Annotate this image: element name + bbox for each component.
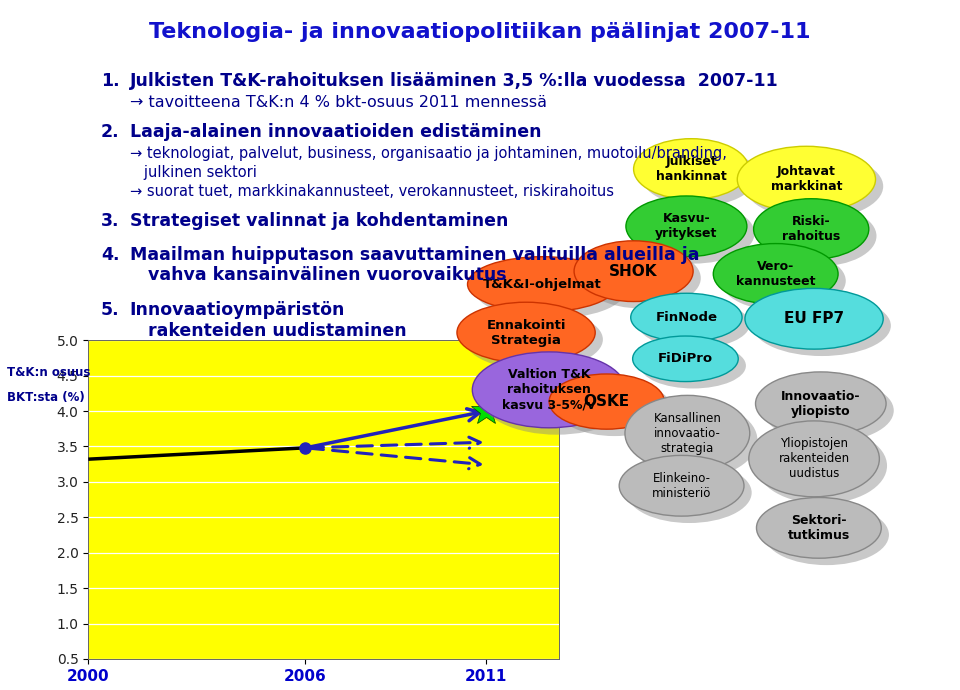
Ellipse shape <box>472 352 626 428</box>
Ellipse shape <box>737 146 876 213</box>
Text: julkinen sektori: julkinen sektori <box>130 165 256 180</box>
Ellipse shape <box>640 343 746 388</box>
Text: T&K&I-ohjelmat: T&K&I-ohjelmat <box>483 278 602 290</box>
Text: 5.: 5. <box>101 301 119 319</box>
Text: Kansallinen
innovaatio-
strategia: Kansallinen innovaatio- strategia <box>654 412 721 455</box>
Text: EU FP7: EU FP7 <box>784 311 844 326</box>
Text: Innovaatioympäristön: Innovaatioympäristön <box>130 301 345 319</box>
Text: 1.: 1. <box>101 72 119 90</box>
Ellipse shape <box>763 379 894 442</box>
Text: T&K:n osuus: T&K:n osuus <box>7 366 90 379</box>
Ellipse shape <box>756 497 881 558</box>
Text: SHOK: SHOK <box>610 264 658 279</box>
Ellipse shape <box>749 421 879 497</box>
Ellipse shape <box>627 462 752 523</box>
Ellipse shape <box>626 196 747 257</box>
Ellipse shape <box>756 428 887 504</box>
Text: Kasvu-
yritykset: Kasvu- yritykset <box>656 213 717 240</box>
Text: 4.: 4. <box>101 246 119 264</box>
Ellipse shape <box>633 336 738 382</box>
Ellipse shape <box>638 300 750 348</box>
Ellipse shape <box>574 241 693 302</box>
Ellipse shape <box>745 153 883 219</box>
Text: BKT:sta (%): BKT:sta (%) <box>7 391 84 404</box>
Text: → teknologiat, palvelut, business, organisaatio ja johtaminen, muotoilu/branding: → teknologiat, palvelut, business, organ… <box>130 146 727 161</box>
Text: 2.: 2. <box>101 123 119 141</box>
Text: Riski-
rahoitus: Riski- rahoitus <box>782 215 840 243</box>
Text: Laaja-alainen innovaatioiden edistäminen: Laaja-alainen innovaatioiden edistäminen <box>130 123 541 141</box>
Ellipse shape <box>633 402 757 478</box>
Text: FinNode: FinNode <box>656 311 717 324</box>
Ellipse shape <box>465 309 603 370</box>
Text: Sektori-
tutkimus: Sektori- tutkimus <box>788 514 850 542</box>
Text: Vero-
kannusteet: Vero- kannusteet <box>736 260 815 288</box>
Text: Yliopistojen
rakenteiden
uudistus: Yliopistojen rakenteiden uudistus <box>779 437 850 480</box>
Ellipse shape <box>754 199 869 259</box>
Ellipse shape <box>753 295 891 356</box>
Text: Julkisten T&K-rahoituksen lisääminen 3,5 %:lla vuodessa  2007-11: Julkisten T&K-rahoituksen lisääminen 3,5… <box>130 72 779 90</box>
Ellipse shape <box>457 302 595 363</box>
Text: → tavoitteena T&K:n 4 % bkt-osuus 2011 mennessä: → tavoitteena T&K:n 4 % bkt-osuus 2011 m… <box>130 95 546 110</box>
Text: Valtion T&K
rahoituksen
kasvu 3-5%/v: Valtion T&K rahoituksen kasvu 3-5%/v <box>502 368 596 411</box>
Text: Johtavat
markkinat: Johtavat markkinat <box>771 166 842 193</box>
Text: vahva kansainvälinen vuorovaikutus: vahva kansainvälinen vuorovaikutus <box>130 266 506 284</box>
Ellipse shape <box>634 203 755 264</box>
Text: → suorat tuet, markkinakannusteet, verokannusteet, riskirahoitus: → suorat tuet, markkinakannusteet, verok… <box>130 184 613 199</box>
Ellipse shape <box>745 288 883 349</box>
Text: 3.: 3. <box>101 212 119 230</box>
Ellipse shape <box>721 250 846 311</box>
Ellipse shape <box>619 455 744 516</box>
Text: Elinkeino-
ministeriö: Elinkeino- ministeriö <box>652 472 711 500</box>
Text: Strategiset valinnat ja kohdentaminen: Strategiset valinnat ja kohdentaminen <box>130 212 508 230</box>
Ellipse shape <box>625 395 750 471</box>
Text: Innovaatio-
yliopisto: Innovaatio- yliopisto <box>781 390 860 417</box>
Ellipse shape <box>475 264 625 319</box>
Ellipse shape <box>641 146 756 206</box>
Text: Julkiset
hankinnat: Julkiset hankinnat <box>656 155 727 183</box>
Ellipse shape <box>764 504 889 565</box>
Text: Maailman huipputason saavuttaminen valituilla alueilla ja: Maailman huipputason saavuttaminen valit… <box>130 246 699 264</box>
Ellipse shape <box>557 381 672 436</box>
Ellipse shape <box>713 244 838 304</box>
Ellipse shape <box>761 206 876 266</box>
Text: rakenteiden uudistaminen: rakenteiden uudistaminen <box>130 322 406 339</box>
Text: Teknologia- ja innovaatiopolitiikan päälinjat 2007-11: Teknologia- ja innovaatiopolitiikan pääl… <box>149 22 811 42</box>
Ellipse shape <box>549 374 664 429</box>
Ellipse shape <box>582 248 701 308</box>
Ellipse shape <box>631 293 742 342</box>
Text: Ennakointi
Strategia: Ennakointi Strategia <box>487 319 565 346</box>
Text: OSKE: OSKE <box>584 394 630 409</box>
Ellipse shape <box>634 139 749 199</box>
Ellipse shape <box>756 372 886 435</box>
Text: FiDiPro: FiDiPro <box>658 353 713 365</box>
Ellipse shape <box>480 359 634 435</box>
Ellipse shape <box>468 257 617 312</box>
